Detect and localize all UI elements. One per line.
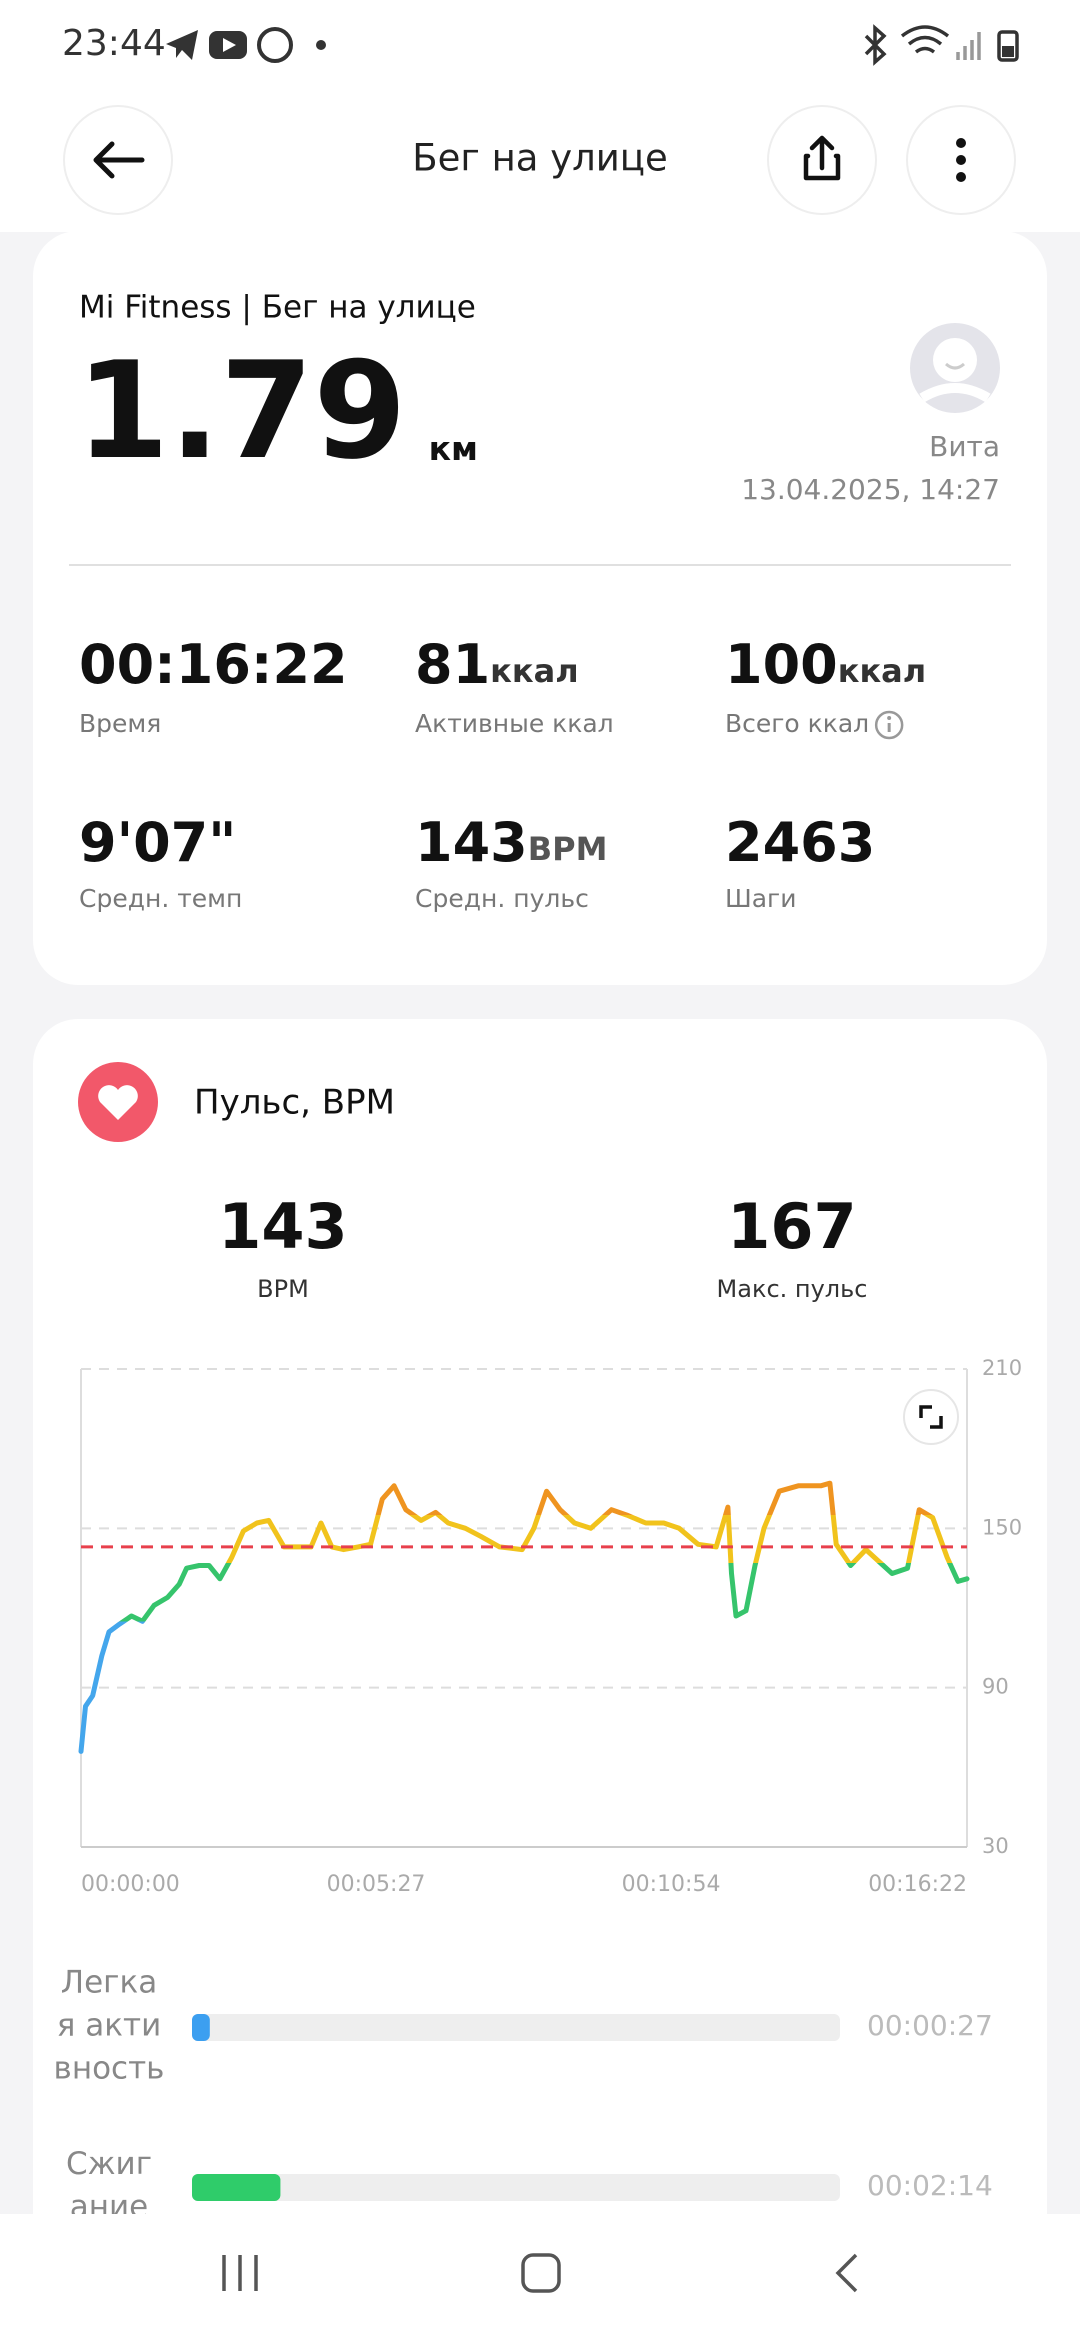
zone-label: вность <box>54 2051 165 2087</box>
zone-label: я акти <box>57 2008 161 2044</box>
stat-number: 100 <box>725 633 838 696</box>
stat-value: 2463 <box>725 811 875 874</box>
distance: 1.79 км <box>76 333 478 489</box>
nav-bar <box>0 2214 1080 2340</box>
source-title: Mi Fitness | Бег на улице <box>79 290 476 326</box>
stat-value: 100ккал <box>725 633 926 696</box>
stat-label: Средн. темп <box>79 884 242 913</box>
stat-value: 9'07" <box>79 811 236 874</box>
distance-unit: км <box>429 429 478 468</box>
stat-unit: ккал <box>490 652 578 690</box>
signal-icon <box>956 32 981 60</box>
avatar <box>910 323 1000 413</box>
hr-label: BPM <box>257 1275 309 1303</box>
stat-value: 143BPM <box>415 811 607 874</box>
heart-rate-title: Пульс, BPM <box>194 1083 395 1123</box>
page-title: Бег на улице <box>412 137 668 180</box>
stat-label: Всего ккал <box>725 709 869 738</box>
telegram-icon <box>166 30 198 60</box>
distance-value: 1.79 <box>76 333 407 489</box>
x-tick-label: 00:05:27 <box>327 1872 426 1897</box>
y-tick-label: 150 <box>982 1515 1022 1539</box>
stat-unit: ккал <box>838 652 926 690</box>
status-icons-right <box>864 24 1019 66</box>
bluetooth-icon <box>864 24 887 66</box>
expand-button[interactable] <box>903 1389 959 1445</box>
youtube-play <box>223 38 236 52</box>
zone-bar <box>192 2174 281 2201</box>
y-tick-label: 210 <box>982 1356 1022 1380</box>
stat-number: 2463 <box>725 811 875 874</box>
back-button[interactable] <box>63 105 173 215</box>
y-tick-label: 30 <box>982 1834 1009 1858</box>
zone-label: Сжиг <box>66 2146 152 2182</box>
x-tick-label: 00:00:00 <box>81 1872 180 1897</box>
stat-unit: BPM <box>528 830 608 868</box>
menu-button[interactable] <box>906 105 1016 215</box>
user-name: Вита <box>929 430 1000 463</box>
hr-value: 167 <box>727 1190 856 1263</box>
stat-label: Активные ккал <box>415 709 614 738</box>
zone-bar <box>192 2014 210 2041</box>
x-tick-label: 00:16:22 <box>868 1872 967 1897</box>
stat-value: 81ккал <box>415 633 579 696</box>
zone-track <box>192 2174 840 2201</box>
stat-label: Время <box>79 709 161 738</box>
hr-label: Макс. пульс <box>717 1275 868 1303</box>
info-dot <box>887 716 892 720</box>
stat-label: Средн. пульс <box>415 884 589 913</box>
zone-duration: 00:00:27 <box>867 2009 993 2042</box>
nav-recents[interactable] <box>222 2255 258 2291</box>
status-icons-left <box>166 27 326 63</box>
stat-value: 00:16:22 <box>79 633 348 696</box>
x-tick-label: 00:10:54 <box>622 1872 721 1897</box>
heart-icon <box>78 1062 158 1142</box>
stat-label: Шаги <box>725 884 796 913</box>
stat-number: 81 <box>415 633 490 696</box>
stat-number: 00:16:22 <box>79 633 348 696</box>
heart-rate-card <box>33 1019 1047 2340</box>
stat-number: 9'07" <box>79 811 236 874</box>
hr-value: 143 <box>218 1190 347 1263</box>
wifi-icon <box>900 25 950 54</box>
y-tick-label: 90 <box>982 1675 1009 1699</box>
battery-icon <box>997 30 1019 62</box>
whatsapp-icon <box>257 27 293 63</box>
content: Mi Fitness | Бег на улице 1.79 км Вита 13.04… <box>54 290 1023 2226</box>
zone-duration: 00:02:14 <box>867 2169 993 2202</box>
battery-level <box>1002 46 1014 57</box>
notification-dot <box>316 40 326 50</box>
status-time: 23:44 <box>62 23 166 64</box>
zone-label: Легка <box>61 1965 157 2001</box>
share-button[interactable] <box>767 105 877 215</box>
nav-back[interactable] <box>835 2253 858 2293</box>
summary-card <box>33 231 1047 985</box>
heart-rate-line <box>78 1480 970 1754</box>
workout-datetime: 13.04.2025, 14:27 <box>741 473 1000 506</box>
stat-number: 143 <box>415 811 528 874</box>
nav-home[interactable] <box>521 2253 561 2293</box>
info-icon[interactable] <box>874 710 904 740</box>
zone-track <box>192 2014 840 2041</box>
info-circle <box>874 710 904 740</box>
